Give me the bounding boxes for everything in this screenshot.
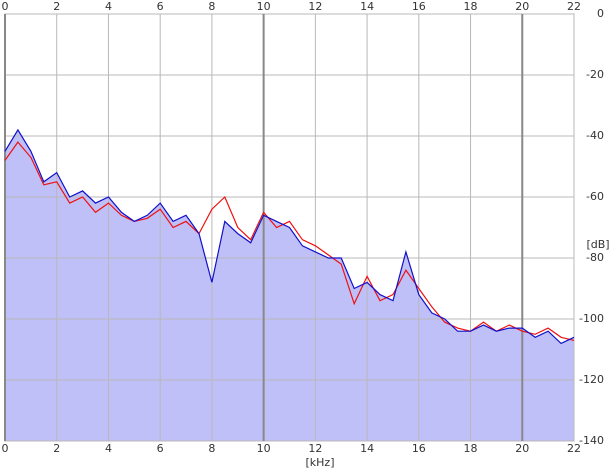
x-tick-label: 22 — [567, 442, 581, 455]
y-tick-label: -40 — [586, 129, 604, 142]
area-fill — [5, 129, 574, 441]
x-tick-label: 4 — [105, 442, 112, 455]
y-tick-label: -120 — [579, 373, 604, 386]
x-tick-label: 16 — [412, 442, 426, 455]
x-axis-label: [kHz] — [306, 456, 335, 469]
y-tick-label: 0 — [597, 7, 604, 20]
x-tick-label-top: 8 — [208, 0, 215, 13]
x-tick-label-top: 4 — [105, 0, 112, 13]
x-tick-label: 12 — [308, 442, 322, 455]
x-tick-label-top: 10 — [257, 0, 271, 13]
x-tick-label: 0 — [2, 442, 9, 455]
x-tick-label-top: 14 — [360, 0, 374, 13]
series-line — [4, 128, 575, 345]
series-line — [4, 141, 575, 341]
x-tick-label-top: 12 — [308, 0, 322, 13]
x-tick-label: 14 — [360, 442, 374, 455]
x-tick-label: 18 — [464, 442, 478, 455]
x-tick-label-top: 6 — [157, 0, 164, 13]
x-tick-label-top: 20 — [515, 0, 529, 13]
x-tick-label: 6 — [157, 442, 164, 455]
x-tick-label: 8 — [208, 442, 215, 455]
y-tick-label: -20 — [586, 68, 604, 81]
y-tick-label: -140 — [579, 434, 604, 447]
x-tick-label: 2 — [53, 442, 60, 455]
y-tick-label: -80 — [586, 251, 604, 264]
x-tick-label-top: 18 — [464, 0, 478, 13]
x-tick-label: 20 — [515, 442, 529, 455]
y-tick-label: -60 — [586, 190, 604, 203]
y-tick-label: -100 — [579, 312, 604, 325]
x-tick-label-top: 2 — [53, 0, 60, 13]
x-tick-label-top: 16 — [412, 0, 426, 13]
y-axis-label: [dB] — [586, 238, 609, 251]
x-tick-label-top: 22 — [567, 0, 581, 13]
x-tick-label: 10 — [257, 442, 271, 455]
x-tick-label-top: 0 — [2, 0, 9, 13]
